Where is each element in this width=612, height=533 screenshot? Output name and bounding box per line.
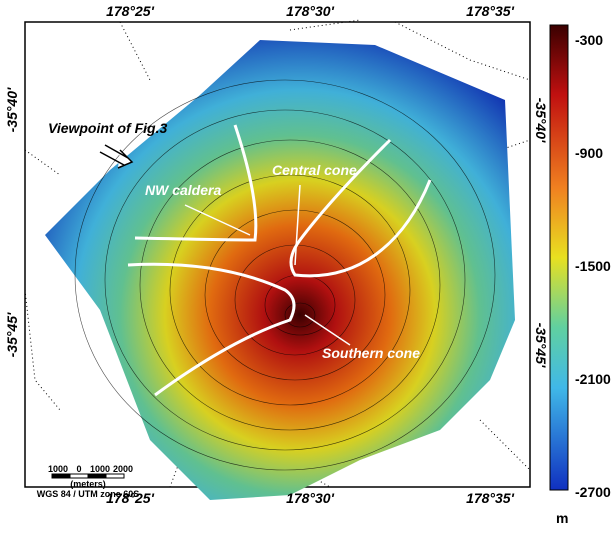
map-figure: 178°25'178°30'178°35'178°25'178°30'178°3… <box>0 0 612 528</box>
colorbar-tick: -1500 <box>575 258 611 274</box>
left-label: -35°45' <box>4 312 20 357</box>
colorbar-tick: -2100 <box>575 371 611 387</box>
top-label: 178°35' <box>466 3 515 19</box>
bottom-label: 178°30' <box>286 490 335 506</box>
right-label: -35°45' <box>533 323 549 368</box>
scale-tick: 1000 <box>90 464 110 474</box>
scale-unit: (meters) <box>70 479 106 489</box>
colorbar-tick: -2700 <box>575 484 611 500</box>
bottom-label: 178°35' <box>466 490 515 506</box>
scale-tick: 0 <box>76 464 81 474</box>
left-label: -35°40' <box>4 87 20 132</box>
scale-bar <box>52 474 124 478</box>
annotation: Viewpoint of Fig.3 <box>48 120 167 136</box>
colorbar-unit: m <box>556 510 568 526</box>
colorbar-tick: -300 <box>575 32 603 48</box>
colorbar <box>550 25 568 490</box>
scale-tick: 1000 <box>48 464 68 474</box>
annotation: Central cone <box>272 162 357 178</box>
annotation: Southern cone <box>322 345 420 361</box>
top-label: 178°25' <box>106 3 155 19</box>
projection: WGS 84 / UTM zone 60S <box>37 489 140 499</box>
right-label: -35°40' <box>533 98 549 143</box>
annotation: NW caldera <box>145 182 221 198</box>
top-label: 178°30' <box>286 3 335 19</box>
scale-tick: 2000 <box>113 464 133 474</box>
colorbar-tick: -900 <box>575 145 603 161</box>
